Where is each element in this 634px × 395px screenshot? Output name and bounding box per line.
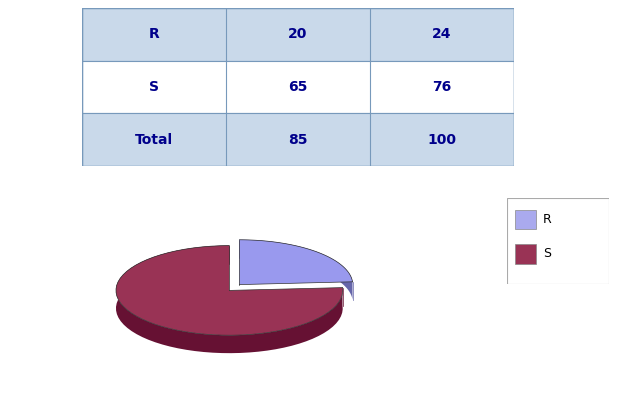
Text: S: S [149,80,159,94]
Text: S: S [543,248,551,260]
Text: R: R [149,27,160,41]
Text: R: R [303,207,313,220]
Bar [82,8,514,60]
Text: 20: 20 [288,27,307,41]
Bar [515,210,536,229]
Text: 100: 100 [427,133,456,147]
Polygon shape [240,240,353,300]
Polygon shape [116,246,343,335]
Text: R: R [543,213,552,226]
Text: S: S [115,341,124,354]
Bar [82,60,514,113]
Text: Total: Total [135,133,173,147]
Polygon shape [240,240,353,285]
Bar [82,113,514,166]
Text: 65: 65 [288,80,307,94]
Text: 85: 85 [288,133,307,147]
Text: 24%: 24% [293,223,323,236]
Text: 76%: 76% [105,357,134,370]
Bar [515,245,536,263]
Text: 76: 76 [432,80,451,94]
Text: 24: 24 [432,27,451,41]
Polygon shape [116,246,343,353]
